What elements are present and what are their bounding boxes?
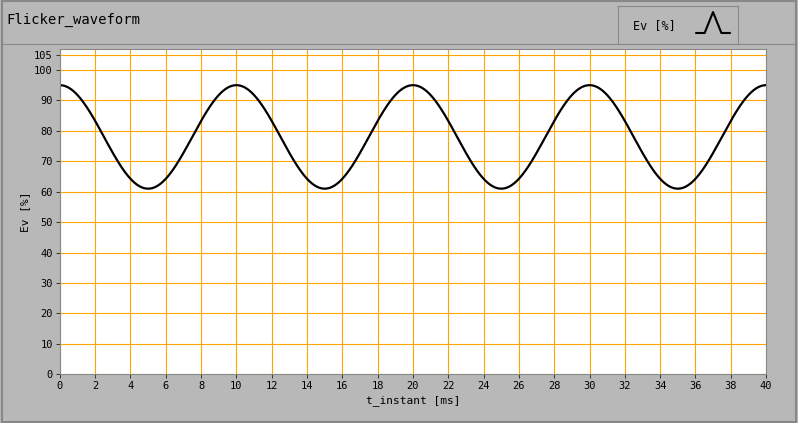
Text: Flicker_waveform: Flicker_waveform (6, 13, 140, 27)
Text: Ev [%]: Ev [%] (633, 19, 676, 32)
Y-axis label: Ev [%]: Ev [%] (20, 191, 30, 232)
X-axis label: t_instant [ms]: t_instant [ms] (365, 396, 460, 407)
